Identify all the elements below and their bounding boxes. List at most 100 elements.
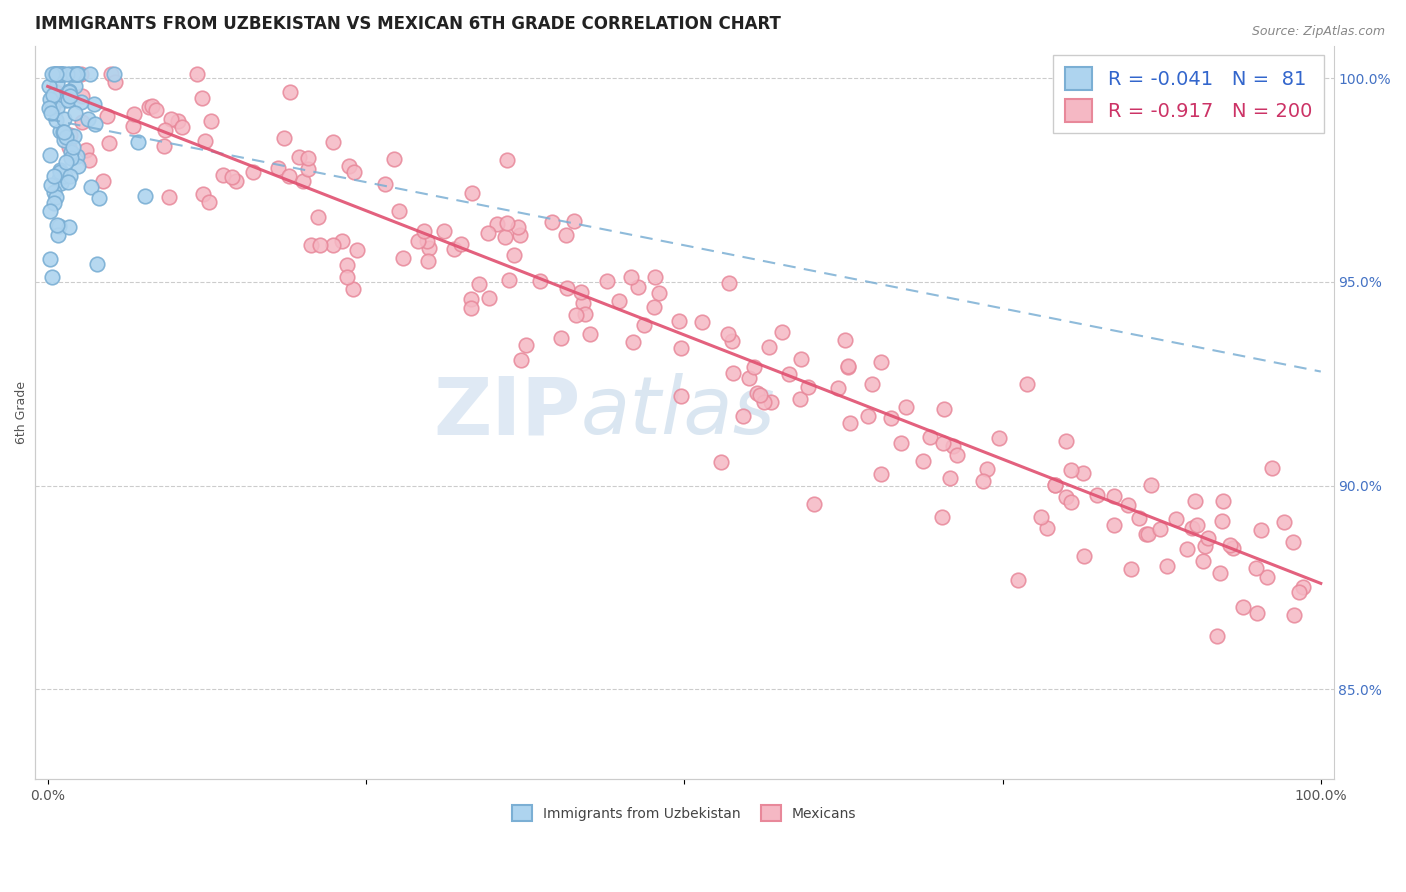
Point xyxy=(41,270,63,285)
Point xyxy=(1192,554,1215,568)
Point xyxy=(291,173,314,187)
Point xyxy=(858,409,880,423)
Point xyxy=(668,314,690,328)
Point xyxy=(770,325,793,339)
Point xyxy=(49,164,72,178)
Point xyxy=(510,353,533,368)
Point xyxy=(157,190,180,204)
Point xyxy=(1208,566,1230,581)
Point xyxy=(212,168,235,182)
Point xyxy=(669,341,692,355)
Point xyxy=(988,431,1011,445)
Point xyxy=(1181,521,1204,535)
Point xyxy=(834,333,856,347)
Point xyxy=(1136,526,1159,541)
Point xyxy=(827,381,849,395)
Point xyxy=(1244,561,1267,575)
Point xyxy=(920,430,942,444)
Point xyxy=(1211,515,1233,529)
Point xyxy=(44,67,66,81)
Point xyxy=(1073,549,1095,564)
Point xyxy=(550,331,572,345)
Point xyxy=(67,159,90,173)
Point xyxy=(838,416,860,430)
Point xyxy=(477,226,499,240)
Point xyxy=(79,67,101,81)
Point xyxy=(141,98,163,112)
Point xyxy=(717,276,740,290)
Point xyxy=(45,85,67,99)
Point xyxy=(62,140,84,154)
Point xyxy=(1256,570,1278,584)
Point xyxy=(278,85,301,99)
Point xyxy=(896,400,918,414)
Point xyxy=(754,395,776,409)
Point xyxy=(797,380,820,394)
Point xyxy=(322,135,344,149)
Point xyxy=(569,285,592,299)
Point xyxy=(870,355,893,369)
Point xyxy=(278,169,301,183)
Point xyxy=(579,326,602,341)
Point xyxy=(198,194,221,209)
Point xyxy=(138,100,160,114)
Point xyxy=(1272,515,1295,529)
Point xyxy=(418,241,440,255)
Point xyxy=(56,93,79,107)
Point xyxy=(1060,495,1083,509)
Point xyxy=(837,360,859,375)
Point xyxy=(58,85,80,99)
Point xyxy=(1164,512,1187,526)
Point xyxy=(1222,541,1244,555)
Point xyxy=(346,243,368,257)
Point xyxy=(336,258,359,272)
Point xyxy=(388,204,411,219)
Point xyxy=(48,67,70,81)
Point xyxy=(416,254,439,268)
Point xyxy=(1102,518,1125,533)
Point xyxy=(69,67,91,81)
Text: ZIP: ZIP xyxy=(433,373,581,451)
Point xyxy=(297,162,319,177)
Point xyxy=(1043,478,1066,492)
Point xyxy=(1219,538,1241,552)
Point xyxy=(200,113,222,128)
Point xyxy=(433,224,456,238)
Point xyxy=(761,395,783,409)
Point xyxy=(49,67,72,81)
Point xyxy=(38,78,60,93)
Point xyxy=(572,296,595,310)
Point xyxy=(41,88,63,103)
Point xyxy=(870,467,893,481)
Point xyxy=(48,219,70,233)
Point xyxy=(45,67,67,81)
Point xyxy=(574,307,596,321)
Point xyxy=(45,67,67,81)
Point xyxy=(337,159,360,173)
Point xyxy=(225,174,247,188)
Point xyxy=(374,178,396,192)
Point xyxy=(299,238,322,252)
Point xyxy=(609,294,631,309)
Text: atlas: atlas xyxy=(581,373,775,451)
Point xyxy=(1031,510,1053,524)
Point xyxy=(565,308,588,322)
Point xyxy=(266,161,288,175)
Point xyxy=(170,120,193,134)
Point xyxy=(41,100,63,114)
Point xyxy=(1054,434,1077,448)
Point xyxy=(93,174,115,188)
Point xyxy=(890,436,912,450)
Point xyxy=(52,67,75,81)
Point xyxy=(596,274,619,288)
Point xyxy=(66,67,89,81)
Point xyxy=(648,285,671,300)
Point xyxy=(934,402,956,417)
Point xyxy=(1260,461,1282,475)
Point xyxy=(643,300,665,314)
Point xyxy=(39,178,62,192)
Point xyxy=(70,89,93,103)
Point xyxy=(45,190,67,204)
Point xyxy=(87,191,110,205)
Point xyxy=(83,96,105,111)
